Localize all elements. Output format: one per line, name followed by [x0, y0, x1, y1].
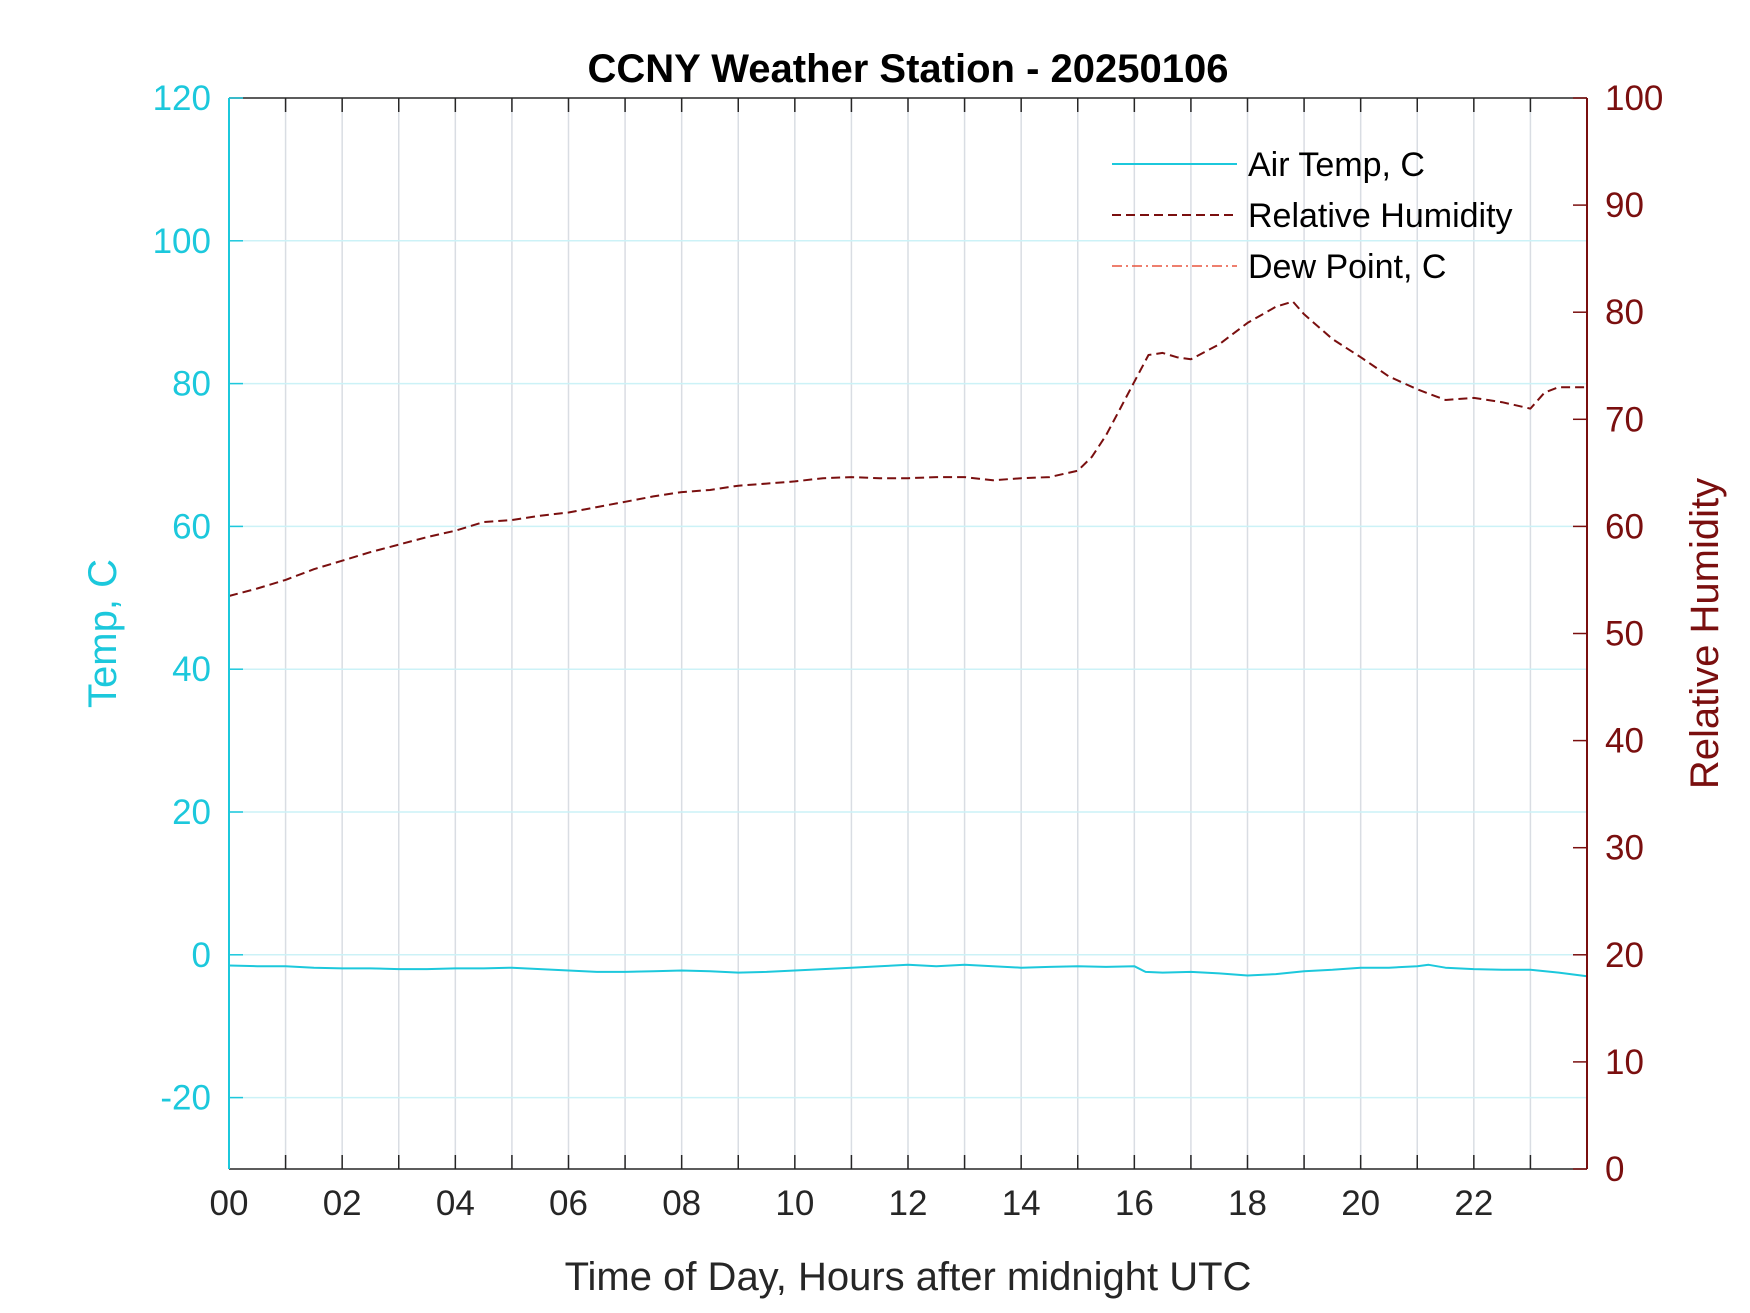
y-left-tick-label: 120 — [153, 79, 211, 118]
y-left-tick-label: 60 — [172, 507, 211, 546]
y-right-tick-label: 60 — [1605, 507, 1644, 546]
y-left-tick-label: 80 — [172, 365, 211, 404]
grid — [229, 98, 1587, 1169]
x-tick-label: 00 — [210, 1184, 249, 1223]
y-right-tick-label: 70 — [1605, 400, 1644, 439]
x-tick-label: 14 — [1002, 1184, 1041, 1223]
y-right-tick-label: 0 — [1605, 1150, 1624, 1189]
legend-label-dew-point: Dew Point, C — [1248, 248, 1446, 286]
y-right-tick-label: 20 — [1605, 936, 1644, 975]
legend: Air Temp, C Relative Humidity Dew Point,… — [1112, 146, 1513, 286]
y-left-tick-label: 100 — [153, 222, 211, 261]
y-right-tick-label: 40 — [1605, 722, 1644, 761]
chart-title: CCNY Weather Station - 20250106 — [588, 47, 1229, 91]
y-right-tick-label: 90 — [1605, 186, 1644, 225]
x-tick-label: 12 — [889, 1184, 928, 1223]
x-tick-label: 20 — [1341, 1184, 1380, 1223]
legend-label-air-temp: Air Temp, C — [1248, 146, 1425, 184]
y-axis-right-title: Relative Humidity — [1683, 478, 1727, 789]
x-tick-label: 18 — [1228, 1184, 1267, 1223]
legend-label-relative-humidity: Relative Humidity — [1248, 197, 1513, 235]
x-tick-label: 04 — [436, 1184, 475, 1223]
x-tick-label: 02 — [323, 1184, 362, 1223]
y-right-tick-label: 50 — [1605, 615, 1644, 654]
series-layer — [228, 300, 1588, 978]
x-tick-label: 22 — [1454, 1184, 1493, 1223]
legend-entry-dew-point: Dew Point, C — [1112, 248, 1446, 286]
x-tick-label: 10 — [775, 1184, 814, 1223]
y-left-tick-label: 0 — [192, 936, 211, 975]
x-axis-title: Time of Day, Hours after midnight UTC — [565, 1255, 1252, 1299]
y-right-tick-label: 100 — [1605, 79, 1663, 118]
y-axis-left-title: Temp, C — [81, 559, 125, 708]
y-left-tick-label: 40 — [172, 650, 211, 689]
series-line-air-temp-c — [228, 963, 1588, 978]
y-right-tick-label: 80 — [1605, 293, 1644, 332]
x-tick-label: 16 — [1115, 1184, 1154, 1223]
y-right-tick-label: 10 — [1605, 1043, 1644, 1082]
y-left-tick-label: 20 — [172, 793, 211, 832]
series-line-relative-humidity — [228, 300, 1587, 597]
tick-labels: 00 02 04 06 08 10 12 14 16 18 20 22120100806040200-… — [153, 79, 1664, 1223]
y-right-tick-label: 30 — [1605, 829, 1644, 868]
axes — [228, 97, 1588, 1170]
y-left-tick-label: -20 — [160, 1079, 211, 1118]
legend-entry-relative-humidity: Relative Humidity — [1112, 197, 1513, 235]
x-tick-label: 06 — [549, 1184, 588, 1223]
legend-entry-air-temp: Air Temp, C — [1112, 146, 1425, 184]
x-tick-label: 08 — [662, 1184, 701, 1223]
